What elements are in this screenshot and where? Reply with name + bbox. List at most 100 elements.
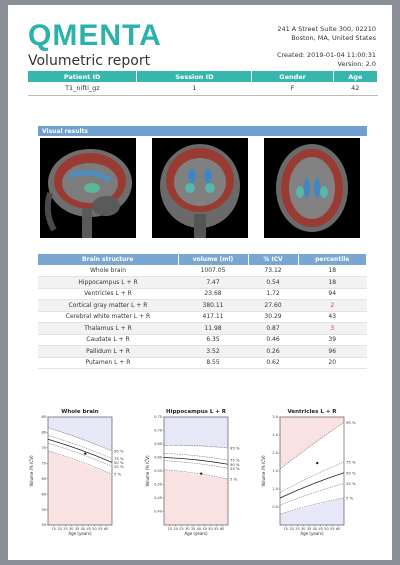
x-tick-label: 30 [301,527,305,531]
ventricles-chart-svg: 95 %75 %50 %25 %5 %Ventricles L + R15 20 2… [261,409,356,536]
percentile-curve [279,461,345,493]
plot-frame [47,416,113,526]
percentile-label: 50 % [114,460,124,465]
x-axis-label: Age (years) [184,531,208,536]
x-tick-label: 20 [289,527,293,531]
y-tick-label: 3.0 [272,415,278,419]
table-row: Putamen L + R 8.55 0.62 20 [38,357,367,369]
x-tick-label: 60 [220,527,224,531]
icv-header: % ICV [248,254,299,265]
volume-header: volume (ml) [178,254,249,265]
y-tick-label: 0.70 [154,429,162,433]
patient-info-table: Patient ID Session ID Gender Age T1_nift… [28,71,379,96]
visual-results-header: Visual results [38,126,367,136]
table-row: Ventricles L + R 23.68 1.72 94 [38,288,367,300]
percentile-curve [47,438,113,463]
table-row: Thalamus L + R 11.98 0.87 3 [38,322,367,335]
structure-name: Ventricles L + R [38,288,178,300]
patient-id-value: T1_nifti_gz [28,82,137,96]
structure-name: Hippocampus L + R [38,276,178,289]
address-line-2: Boston, MA, United States [291,34,376,42]
y-tick-label: 55 [42,508,46,512]
structure-volume: 8.55 [178,357,248,369]
upper-band [164,417,228,449]
x-tick-label: 60 [104,527,108,531]
x-tick-label: 45 [86,527,90,531]
structure-icv: 0.54 [248,276,298,289]
percentile-curve [163,460,229,469]
company-address: 241 A Street Suite 300, 02210 Boston, MA… [277,25,376,43]
y-tick-label: 0.65 [154,442,162,446]
upper-band [48,417,112,451]
y-tick-label: 1.0 [272,487,278,491]
gender-value: F [251,82,334,96]
x-tick-label: 25 [179,527,183,531]
table-row: Whole brain 1007.05 73.12 18 [38,265,367,277]
structure-icv: 0.87 [248,322,298,335]
percentile-label: 50 % [346,470,356,475]
x-axis-label: Age (years) [68,531,92,536]
y-tick-label: 0.55 [154,469,162,473]
percentile-label: 75 % [346,460,356,465]
percentile-label: 5 % [114,472,122,477]
lower-band [48,450,112,525]
x-tick-label: 40 [313,527,317,531]
whole-brain-chart-svg: 95 % 75 %50 %25 % 5 % Whole brain 15 20 25 30 35… [29,409,124,536]
percentile-label: 25 % [114,464,124,469]
x-tick-label: 15 [52,527,56,531]
structure-percentile: 18 [298,265,367,277]
structure-icv: 0.46 [248,334,298,346]
structure-percentile: 20 [298,357,367,369]
structure-volume: 380.11 [178,299,248,312]
percentile-label: 95 % [346,420,356,425]
percentile-curve [163,444,229,449]
percentile-curve [279,422,345,470]
structure-name: Pallidum L + R [38,345,178,358]
y-tick-label: 65 [42,477,46,481]
x-tick-label: 20 [57,527,61,531]
axial-brain-image [264,138,360,238]
subject-point [200,472,203,475]
chart-title: Whole brain [61,409,99,415]
age-value: 42 [333,82,378,96]
percentile-curve [163,469,229,480]
brain-structure-table: Brain structure volume (ml) % ICV percen… [38,254,367,369]
x-tick-label: 35 [307,527,311,531]
structure-volume: 3.52 [178,345,248,358]
report-page: QMENTA 241 A Street Suite 300, 02210 Bos… [8,5,392,560]
structure-percentile: 96 [298,345,367,358]
structure-name: Putamen L + R [38,357,178,369]
structure-volume: 7.47 [178,276,248,289]
percentile-label: 25 % [346,481,356,486]
y-tick-label: 75 [42,446,46,450]
y-tick-label: 85 [42,415,46,419]
x-tick-label: 60 [336,527,340,531]
y-tick-label: 0.40 [154,510,162,514]
x-tick-label: 35 [75,527,79,531]
y-tick-label: 0.75 [154,415,162,419]
x-tick-label: 55 [98,527,102,531]
structure-icv: 0.62 [248,357,298,369]
structure-volume: 417.11 [178,311,248,323]
y-tick-label: 1.5 [272,469,278,473]
table-row: Cerebral white matter L + R 417.11 30.29 43 [38,311,367,323]
structure-volume: 6.35 [178,334,248,346]
structure-icv: 1.72 [248,288,298,300]
y-tick-label: 2.0 [272,451,278,455]
y-tick-label: 80 [42,431,46,435]
x-tick-label: 40 [197,527,201,531]
structure-percentile: 18 [298,276,367,289]
x-tick-label: 40 [81,527,85,531]
y-tick-label: 50 [42,523,46,527]
y-tick-label: 0.60 [154,456,162,460]
qmenta-logo: QMENTA [28,19,162,52]
x-tick-label: 25 [63,527,67,531]
structure-name: Thalamus L + R [38,322,178,335]
y-axis-label: Volume (% ICV) [145,455,150,486]
percentile-label: 95 % [114,448,124,453]
structure-percentile: 43 [298,311,367,323]
lower-band [164,469,228,525]
x-tick-label: 45 [202,527,206,531]
coronal-brain-image [152,138,248,238]
x-tick-label: 55 [214,527,218,531]
